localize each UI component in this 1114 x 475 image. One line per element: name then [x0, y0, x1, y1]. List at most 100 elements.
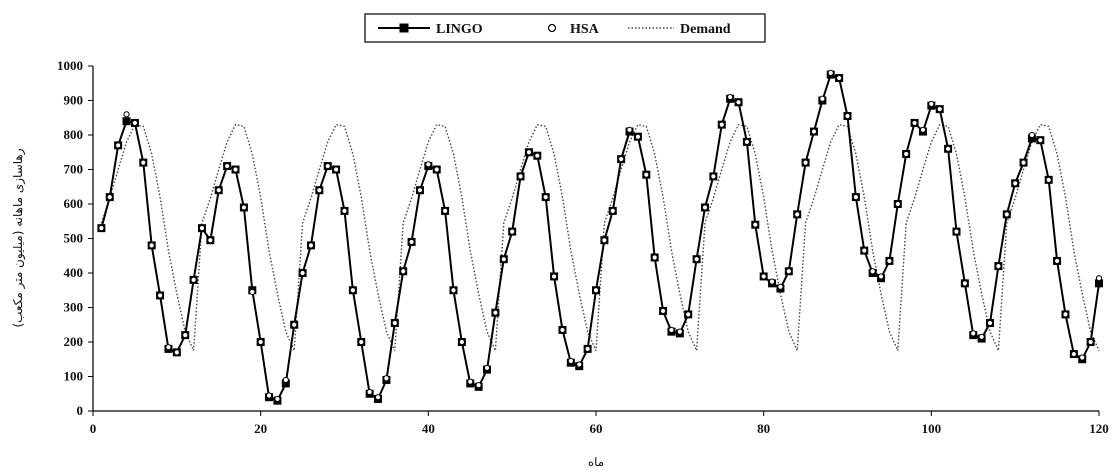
y-axis-title: رهاسازی ماهانه (میلیون متر مکعب) [11, 148, 26, 327]
hsa-point [886, 257, 893, 265]
hsa-point [903, 150, 910, 158]
hsa-point [609, 207, 616, 214]
hsa-point [425, 161, 432, 168]
hsa-point [978, 333, 985, 340]
hsa-point [391, 319, 398, 327]
hsa-point [877, 273, 885, 280]
hsa-point [844, 112, 851, 120]
hsa-point [173, 349, 180, 356]
lingo-point [281, 379, 290, 388]
hsa-point [341, 207, 348, 214]
legend-lingo-label: LINGO [436, 22, 483, 37]
hsa-point [911, 119, 918, 127]
hsa-point [333, 166, 340, 173]
hsa-point [676, 328, 683, 335]
hsa-point [1070, 350, 1077, 358]
hsa-point [827, 69, 834, 77]
hsa-point [659, 307, 667, 315]
legend-demand-label: Demand [680, 22, 731, 37]
y-tick-label: 900 [64, 93, 84, 108]
hsa-point [936, 106, 943, 113]
hsa-point [794, 211, 801, 218]
hsa-point [257, 338, 264, 346]
hsa-point [291, 321, 298, 328]
hsa-point [115, 142, 122, 149]
x-tick-label: 120 [1089, 421, 1109, 436]
x-tick-label: 100 [922, 421, 942, 436]
legend-box [364, 13, 766, 43]
hsa-point [1079, 354, 1086, 361]
legend-hsa-marker [547, 23, 557, 33]
hsa-point [156, 292, 164, 299]
hsa-point [651, 254, 658, 261]
hsa-point [131, 119, 139, 127]
hsa-point [299, 269, 306, 277]
hsa-point [383, 375, 390, 382]
hsa-point [693, 256, 700, 263]
hsa-point [534, 152, 541, 159]
hsa-point [450, 287, 457, 294]
lingo-point [1095, 279, 1103, 288]
hsa-point [618, 156, 625, 163]
hsa-point [727, 93, 734, 101]
x-tick-label: 20 [254, 421, 267, 436]
hsa-point [701, 204, 709, 211]
legend-hsa-label: HSA [570, 22, 600, 37]
hsa-point [458, 338, 465, 346]
hsa-point [752, 221, 759, 228]
hsa-point [626, 126, 633, 133]
y-tick-label: 800 [64, 127, 84, 142]
hsa-point [852, 194, 859, 201]
hsa-point [408, 238, 415, 246]
hsa-point [265, 392, 273, 399]
hsa-point [165, 344, 172, 351]
hsa-point [810, 128, 818, 135]
hsa-point [1087, 338, 1094, 346]
hsa-point [819, 95, 826, 102]
hsa-point [207, 237, 214, 244]
hsa-point [215, 187, 222, 194]
hsa-point [106, 194, 113, 201]
hsa-point [643, 171, 650, 178]
hsa-point [961, 280, 968, 287]
hsa-point [400, 268, 407, 275]
hsa-point [483, 364, 491, 371]
hsa-point [182, 332, 189, 339]
hsa-point [366, 388, 373, 396]
hsa-point [98, 225, 105, 232]
series-layer [97, 69, 1103, 405]
hsa-point [919, 126, 927, 133]
hsa-point [1012, 180, 1019, 187]
hsa-point [324, 162, 331, 170]
hsa-point [1020, 159, 1027, 166]
y-tick-label: 500 [64, 231, 84, 246]
y-tick-label: 100 [64, 369, 84, 384]
hsa-point [634, 133, 642, 140]
hsa-point [1028, 131, 1036, 139]
hsa-point [550, 273, 558, 280]
hsa-point [718, 121, 725, 128]
hsa-point [584, 345, 591, 352]
hsa-point [861, 247, 868, 254]
x-tick-label: 0 [90, 421, 97, 436]
legend-lingo-marker [399, 23, 409, 33]
hsa-point [743, 138, 751, 145]
hsa-point [349, 287, 356, 294]
hsa-point [567, 357, 574, 365]
hsa-point [475, 382, 482, 389]
hsa-point [467, 378, 474, 385]
y-tick-label: 0 [77, 403, 84, 418]
hsa-point [802, 159, 809, 166]
x-tick-label: 80 [757, 421, 770, 436]
hsa-point [249, 288, 256, 296]
y-tick-label: 200 [64, 334, 84, 349]
x-tick-label: 40 [422, 421, 435, 436]
hsa-point [358, 338, 365, 346]
hsa-point [768, 278, 776, 285]
y-tick-label: 300 [64, 300, 84, 315]
hsa-point [735, 99, 742, 106]
hsa-point [274, 395, 281, 403]
hsa-point [685, 311, 692, 318]
